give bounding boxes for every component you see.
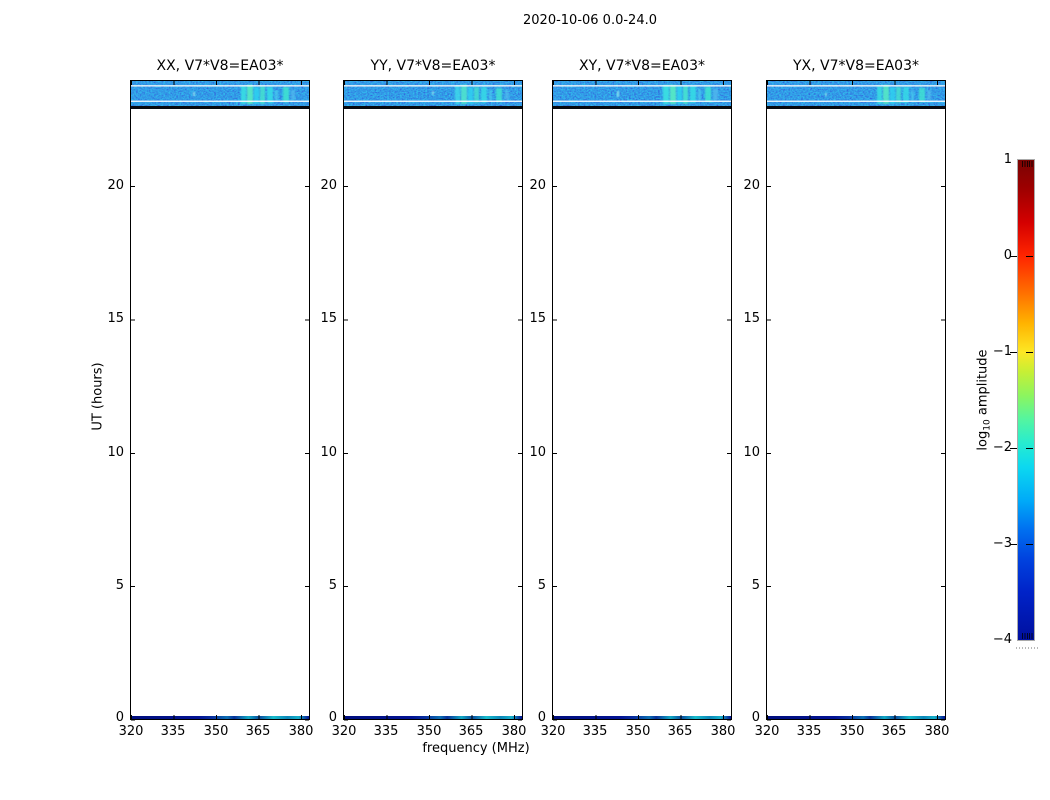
xtick-label: 350	[416, 724, 442, 739]
ytick-label: 15	[107, 311, 124, 326]
x-ticks-top	[344, 81, 515, 85]
y-ticks-left	[767, 186, 771, 721]
colorbar-tick-label: −3	[992, 536, 1012, 551]
ytick-label: 15	[320, 311, 337, 326]
x-ticks-bottom	[344, 715, 515, 719]
xtick-label: 365	[245, 724, 271, 739]
xtick-label: 320	[118, 724, 144, 739]
xtick-label: 320	[540, 724, 566, 739]
colorbar-top-ticks	[1022, 161, 1033, 167]
colorbar-tick-label: 1	[1003, 152, 1012, 167]
colorbar-minor-dots	[1016, 647, 1038, 649]
ytick-label: 15	[743, 311, 760, 326]
colorbar-tick-mark	[1026, 352, 1033, 353]
colorbar-tick-label: −2	[992, 440, 1012, 455]
heatmap-band-xx	[131, 81, 309, 109]
ytick-label: 10	[320, 445, 337, 460]
colorbar	[1017, 159, 1035, 641]
figure-title: 2020-10-06 0.0-24.0	[523, 13, 657, 28]
colorbar-tick-mark	[1026, 448, 1033, 449]
xtick-label: 350	[839, 724, 865, 739]
xtick-label: 335	[796, 724, 822, 739]
ytick-label: 20	[529, 178, 546, 193]
xtick-label: 380	[288, 724, 314, 739]
colorbar-label: log10 amplitude	[975, 343, 993, 458]
y-axis-label: UT (hours)	[90, 362, 106, 431]
ytick-label: 10	[107, 445, 124, 460]
xtick-label: 380	[924, 724, 950, 739]
x-axis-label: frequency (MHz)	[422, 741, 530, 756]
panel-title-yy: YY, V7*V8=EA03*	[370, 58, 496, 74]
colorbar-label-suffix: amplitude	[975, 349, 991, 420]
colorbar-tick-label: −4	[992, 632, 1012, 647]
panel-yx: YX, V7*V8=EA03* 20 15 10 5 0 320 335 350…	[743, 58, 949, 739]
y-ticks-left	[131, 186, 135, 721]
ytick-label: 0	[537, 710, 546, 725]
xtick-label: 350	[625, 724, 651, 739]
y-ticks-left	[553, 186, 557, 721]
x-ticks-top	[131, 81, 302, 85]
ytick-label: 20	[107, 178, 124, 193]
ytick-label: 15	[529, 311, 546, 326]
ytick-label: 20	[743, 178, 760, 193]
panel-title-xy: XY, V7*V8=EA03*	[579, 58, 705, 74]
xtick-label: 380	[501, 724, 527, 739]
xtick-label: 365	[667, 724, 693, 739]
ytick-label: 10	[529, 445, 546, 460]
ytick-label: 5	[328, 578, 337, 593]
ytick-label: 5	[751, 578, 760, 593]
xtick-label: 335	[373, 724, 399, 739]
panel-xy: XY, V7*V8=EA03* 20 15 10 5 0 320 335 350…	[529, 58, 735, 739]
xtick-label: 335	[160, 724, 186, 739]
colorbar-tick-mark	[1026, 544, 1033, 545]
colorbar-tick-mark	[1010, 544, 1017, 545]
ytick-label: 0	[115, 710, 124, 725]
panel-xx: XX, V7*V8=EA03* 20 15 10 5 0 320 335 350…	[107, 58, 313, 739]
panel-title-xx: XX, V7*V8=EA03*	[156, 58, 284, 74]
ytick-label: 10	[743, 445, 760, 460]
y-ticks-right	[727, 186, 731, 721]
x-ticks-bottom	[767, 715, 938, 719]
y-ticks-right	[518, 186, 522, 721]
xtick-label: 320	[754, 724, 780, 739]
xtick-label: 320	[331, 724, 357, 739]
colorbar-tick-mark	[1010, 256, 1017, 257]
y-ticks-right	[305, 186, 309, 721]
heatmap-band-yy	[344, 81, 522, 109]
ytick-label: 0	[328, 710, 337, 725]
colorbar-tick-mark	[1026, 256, 1033, 257]
ytick-label: 20	[320, 178, 337, 193]
xtick-label: 380	[710, 724, 736, 739]
colorbar-tick-mark	[1010, 352, 1017, 353]
ytick-label: 5	[115, 578, 124, 593]
colorbar-tick-mark	[1010, 448, 1017, 449]
colorbar-label-prefix: log	[975, 430, 991, 451]
colorbar-gradient	[1018, 160, 1034, 640]
x-ticks-bottom	[553, 715, 724, 719]
ytick-label: 5	[537, 578, 546, 593]
x-ticks-top	[553, 81, 724, 85]
y-ticks-right	[941, 186, 945, 721]
ytick-label: 0	[751, 710, 760, 725]
xtick-label: 365	[881, 724, 907, 739]
colorbar-tick-label: −1	[992, 344, 1012, 359]
panel-yy: YY, V7*V8=EA03* 20 15 10 5 0 320 335 350…	[320, 58, 526, 739]
xtick-label: 335	[582, 724, 608, 739]
panel-title-yx: YX, V7*V8=EA03*	[793, 58, 919, 74]
heatmap-band-yx	[767, 81, 945, 109]
x-ticks-bottom	[131, 715, 302, 719]
y-ticks-left	[344, 186, 348, 721]
colorbar-bottom-ticks	[1022, 633, 1033, 639]
colorbar-tick-label: 0	[1003, 248, 1012, 263]
xtick-label: 365	[458, 724, 484, 739]
xtick-label: 350	[203, 724, 229, 739]
heatmap-band-xy	[553, 81, 731, 109]
colorbar-label-subscript: 10	[982, 419, 993, 431]
x-ticks-top	[767, 81, 938, 85]
